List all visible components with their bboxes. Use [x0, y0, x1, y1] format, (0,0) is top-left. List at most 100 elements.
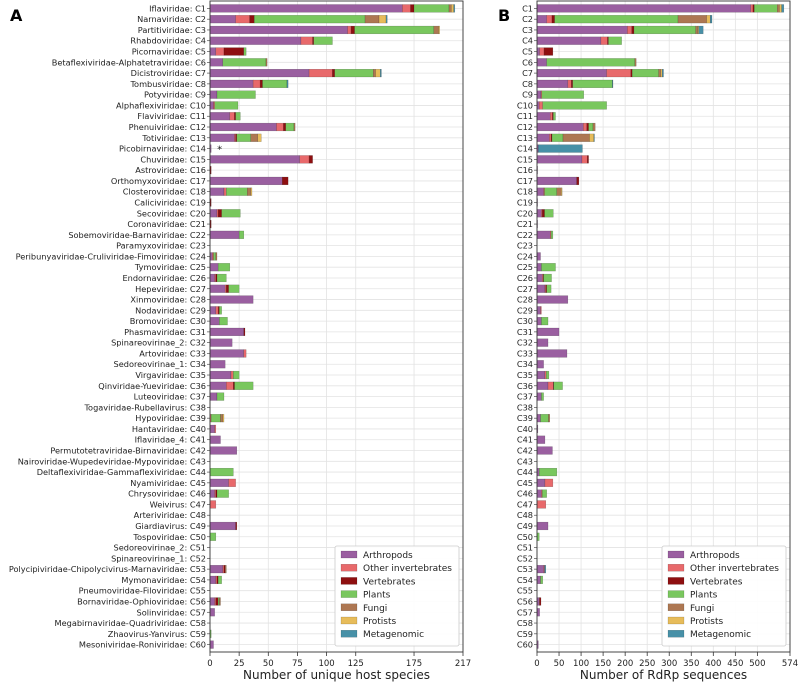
y-tick-label: C21 — [517, 219, 533, 229]
bar-segment-arthropods — [536, 230, 551, 239]
y-tick-label: Mesoniviridae-Roniviridae: C60 — [79, 640, 206, 650]
y-tick-label: C31 — [517, 327, 533, 337]
y-tick-label: Iflaviridae: C1 — [149, 3, 206, 13]
y-tick-label: C58 — [517, 618, 533, 628]
bar-segment-fungi — [777, 4, 780, 13]
x-tick-label: 217 — [455, 659, 471, 669]
bar-segment-plants — [243, 47, 247, 56]
y-tick-label: Permutotetraviridae-Birnaviridae: C42 — [50, 446, 206, 456]
bar-segment-plants — [216, 90, 256, 99]
y-tick-label: C38 — [517, 402, 533, 412]
bar-segment-plants — [216, 392, 225, 401]
bar-segment-arthropods — [209, 381, 227, 390]
bar-segment-plants — [551, 133, 564, 142]
bar-segment-plants — [544, 187, 558, 196]
bar-segment-arthropods — [536, 4, 751, 13]
bar-segment-plants — [238, 230, 245, 239]
bar-segment-other-invertebrates — [230, 370, 234, 380]
legend-swatch — [667, 564, 685, 572]
axes-frame — [536, 0, 791, 653]
bar-segment-plants — [222, 58, 267, 67]
bar-segment-vertebrates — [235, 521, 238, 531]
bar-segment-plants — [285, 122, 295, 132]
bar-segment-arthropods — [536, 360, 544, 369]
x-tick-label: 100 — [573, 659, 589, 669]
bar-segment-plants — [221, 209, 241, 218]
bar-segment-plants — [542, 101, 607, 110]
x-tick-label: 0 — [534, 659, 539, 669]
bar-segment-arthropods — [209, 209, 218, 218]
y-tick-label: C1 — [522, 3, 533, 13]
y-tick-label: Tospoviridae: C50 — [132, 532, 206, 542]
x-tick-label: 300 — [661, 659, 677, 669]
legend-label: Other invertebrates — [363, 564, 452, 574]
bar-segment-other-invertebrates — [581, 155, 588, 164]
bar-segment-arthropods — [209, 79, 254, 88]
y-tick-label: Chuviridae: C15 — [140, 154, 206, 164]
bar-segment-arthropods — [536, 25, 628, 35]
bar-segment-other-invertebrates — [583, 122, 588, 132]
bar-segment-other-invertebrates — [214, 597, 217, 606]
y-tick-label: Coronaviridae: C21 — [127, 219, 206, 229]
y-tick-label: C33 — [517, 348, 533, 358]
bar-segment-arthropods — [209, 597, 215, 606]
bar-segment-protists — [589, 133, 595, 142]
bar-segment-plants — [217, 575, 222, 584]
bar-segment-fungi — [265, 58, 268, 67]
bar-segment-plants — [539, 467, 558, 477]
bar-segment-plants — [213, 252, 217, 261]
y-tick-label: Sedoreovirinae_1: C34 — [114, 359, 206, 369]
bar-segment-arthropods — [209, 370, 232, 380]
bar-segment-vertebrates — [410, 4, 415, 13]
bar-segment-arthropods — [209, 176, 283, 186]
y-tick-label: Tombusviridae: C8 — [129, 79, 206, 89]
y-tick-label: Virgaviridae: C35 — [135, 370, 206, 380]
x-tick-label: 500 — [749, 659, 765, 669]
y-tick-label: Nodaviridae: C29 — [135, 305, 206, 315]
bar-segment-plants — [542, 489, 547, 498]
bar-segment-arthropods — [536, 317, 542, 326]
y-tick-label: Polycipiviridae-Chipolycivirus-Marnaviri… — [9, 564, 206, 574]
bar-segment-arthropods — [209, 122, 277, 132]
bar-segment-arthropods — [536, 176, 577, 186]
bar-segment-vertebrates — [226, 284, 229, 293]
bar-segment-plants — [214, 101, 239, 110]
bar-segment-fungi — [448, 4, 452, 13]
bar-segment-other-invertebrates — [547, 381, 554, 390]
bar-segment-plants — [413, 4, 450, 13]
bar-segment-arthropods — [209, 392, 218, 401]
bar-segment-vertebrates — [283, 122, 286, 132]
bar-segment-other-invertebrates — [214, 489, 217, 498]
bar-segment-other-invertebrates — [252, 79, 261, 88]
bar-segment-arthropods — [536, 209, 542, 218]
bar-segment-plants — [217, 263, 231, 272]
bar-segment-arthropods — [209, 101, 214, 110]
bar-segment-arthropods — [209, 338, 233, 347]
bar-segment-plants — [543, 273, 552, 283]
bar-segment-other-invertebrates — [600, 36, 608, 45]
y-tick-label: Astroviridae: C16 — [135, 165, 206, 175]
bar-segment-other-invertebrates — [347, 25, 352, 35]
bar-segment-arthropods — [536, 252, 541, 261]
y-tick-label: C25 — [517, 262, 533, 272]
legend-label: Fungi — [690, 604, 714, 614]
legend-label: Plants — [363, 591, 391, 601]
bar-segment-arthropods — [209, 295, 254, 304]
y-tick-label: C22 — [517, 230, 533, 240]
bar-segment-arthropods — [536, 349, 568, 358]
y-tick-label: C50 — [517, 532, 533, 542]
legend-label: Plants — [690, 591, 718, 601]
x-tick-label: 150 — [595, 659, 611, 669]
bar-segment-metagenomic — [781, 4, 785, 13]
y-tick-label: C41 — [517, 435, 533, 445]
bar-segment-other-invertebrates — [750, 4, 754, 13]
y-tick-label: C57 — [517, 607, 533, 617]
bar-segment-fungi — [592, 122, 596, 132]
bar-segment-arthropods — [536, 79, 569, 88]
x-axis-label: Number of RdRp sequences — [580, 668, 747, 682]
x-tick-label: 125 — [348, 659, 364, 669]
bar-segment-vertebrates — [631, 25, 635, 35]
bar-segment-protists — [697, 25, 699, 35]
bar-segment-vertebrates — [576, 176, 580, 186]
bar-segment-fungi — [364, 15, 380, 24]
